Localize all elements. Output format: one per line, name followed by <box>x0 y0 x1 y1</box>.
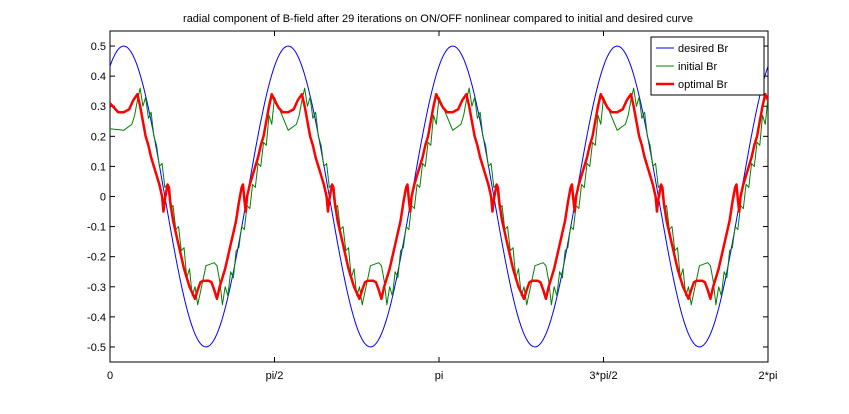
y-tick-label: 0.1 <box>91 161 106 173</box>
series-line-optimal-br <box>110 92 768 301</box>
y-tick-label: 0.5 <box>91 41 106 53</box>
y-tick-label: -0.3 <box>87 282 106 294</box>
legend-label: initial Br <box>678 61 717 73</box>
x-axis: 0 pi/2 pi 3*pi/2 2*pi <box>107 31 778 382</box>
y-tick-label: 0 <box>100 192 106 204</box>
y-tick-label: 0.3 <box>91 101 106 113</box>
y-tick-label: 0.2 <box>91 131 106 143</box>
x-tick-label: 3*pi/2 <box>589 370 617 382</box>
chart-title: radial component of B-field after 29 ite… <box>183 13 693 25</box>
y-tick-label: -0.4 <box>87 312 106 324</box>
legend-label: desired Br <box>678 43 728 55</box>
y-tick-label: -0.2 <box>87 252 106 264</box>
x-tick-label: 2*pi <box>759 370 778 382</box>
y-axis: -0.5 -0.4 -0.3 -0.2 -0.1 0 0.1 0.2 0.3 0.4 0.5 <box>87 41 768 354</box>
series-layer <box>110 45 768 348</box>
legend: desired Br initial Br optimal Br <box>650 36 765 96</box>
x-tick-label: pi <box>435 370 444 382</box>
x-tick-label: 0 <box>107 370 113 382</box>
y-tick-label: -0.5 <box>87 342 106 354</box>
y-tick-label: -0.1 <box>87 222 106 234</box>
y-tick-label: 0.4 <box>91 71 106 83</box>
legend-label: optimal Br <box>678 79 728 91</box>
x-tick-label: pi/2 <box>266 370 284 382</box>
